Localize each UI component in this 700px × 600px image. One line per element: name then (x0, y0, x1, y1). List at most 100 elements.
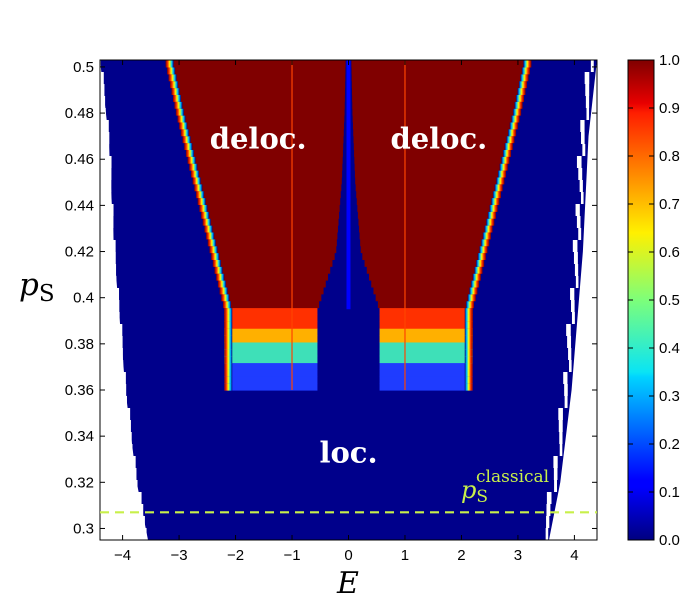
deloc-edge (204, 225, 213, 233)
deloc-strip (196, 190, 341, 199)
deloc-strip (351, 66, 530, 75)
y-axis-ticks: 0.3 0.32 0.34 0.36 0.38 0.4 0.42 0.44 0.46 0.48 0.… (65, 59, 597, 537)
colorbar-tick-label: 0.9 (659, 100, 680, 117)
deloc-edge (224, 335, 233, 343)
x-tick-label: 0 (344, 547, 352, 564)
edge-gap (104, 120, 109, 132)
deloc-strip (224, 369, 318, 377)
deloc-edge (194, 183, 203, 192)
edge-gap (115, 300, 120, 312)
edge-gap (122, 384, 127, 396)
deloc-strip (351, 73, 529, 82)
deloc-edge (219, 286, 228, 295)
deloc-edge (492, 190, 501, 199)
threshold-symbol: p (461, 476, 476, 504)
deloc-edge (487, 211, 496, 219)
edge-gap (584, 72, 590, 84)
deloc-strip (217, 280, 326, 288)
colorbar-tick-label: 0.7 (659, 196, 680, 213)
colorbar-tick-label: 1.0 (659, 52, 680, 69)
edge-gap (576, 156, 582, 168)
deloc-edge (222, 300, 231, 309)
edge-gap (113, 276, 117, 288)
edge-gap (108, 192, 112, 204)
deloc-strip (357, 204, 498, 212)
colorbar-tick-label: 0.0 (659, 532, 680, 549)
deloc-edge (509, 121, 518, 130)
colorbar-tick-label: 0.2 (659, 436, 680, 453)
edge-gap (575, 204, 580, 216)
deloc-edge (202, 218, 211, 226)
edge-gap (571, 300, 575, 312)
deloc-edge (192, 176, 201, 185)
deloc-strip (224, 383, 318, 391)
deloc-strip (362, 252, 486, 260)
deloc-edge (185, 149, 194, 157)
edge-gap (136, 492, 142, 504)
edge-gap (545, 528, 549, 540)
y-axis-subscript: S (39, 281, 55, 307)
edge-gap (114, 288, 120, 300)
edge-gap (108, 180, 112, 192)
deloc-strip (379, 376, 473, 384)
deloc-strip (191, 170, 343, 178)
y-tick-label: 0.5 (73, 59, 94, 76)
deloc-edge (496, 176, 505, 185)
deloc-edge (514, 101, 523, 109)
deloc-strip (373, 286, 478, 295)
deloc-strip (360, 238, 490, 247)
edge-gap (574, 264, 579, 276)
deloc-strip (353, 128, 517, 137)
deloc-strip (379, 307, 473, 315)
edge-gap (111, 240, 116, 252)
deloc-strip (224, 348, 318, 357)
edge-gap (116, 312, 120, 324)
deloc-strip (352, 101, 523, 109)
deloc-strip (356, 190, 501, 199)
deloc-edge (469, 286, 478, 295)
deloc-strip (359, 231, 491, 240)
deloc-strip (168, 73, 346, 82)
deloc-edge (482, 231, 491, 240)
deloc-edge (464, 348, 473, 357)
colorbar-tick-label: 0.8 (659, 148, 680, 165)
edge-gap (564, 396, 568, 408)
deloc-edge (199, 204, 208, 212)
edge-gap (585, 84, 590, 96)
x-axis-ticks: −4 −3 −2 −1 0 1 2 3 4 (114, 60, 579, 564)
deloc-strip (167, 66, 346, 75)
deloc-strip (357, 211, 496, 219)
colorbar-ticks: 0.0 0.1 0.2 0.3 0.4 0.5 0.6 0.7 0.8 0.9 1.0 (628, 52, 680, 549)
deloc-strip (175, 108, 345, 116)
deloc-strip (353, 142, 513, 150)
deloc-strip (379, 335, 473, 343)
deloc-strip (364, 259, 485, 267)
y-axis-symbol: p (19, 267, 39, 303)
deloc-edge (464, 314, 473, 322)
deloc-strip (354, 170, 506, 178)
heatmap-cells (100, 60, 597, 540)
edge-gap (559, 444, 563, 456)
deloc-strip (182, 135, 344, 144)
deloc-edge (477, 252, 486, 260)
deloc-strip (353, 135, 515, 144)
edge-gap (103, 108, 106, 120)
deloc-strip (379, 348, 473, 357)
deloc-strip (216, 273, 328, 281)
deloc-edge (224, 321, 233, 329)
region-label: deloc. (390, 121, 487, 155)
deloc-edge (508, 128, 517, 137)
edge-gap (554, 480, 557, 492)
y-tick-label: 0.48 (65, 105, 94, 122)
deloc-edge (479, 245, 488, 254)
deloc-edge (224, 383, 233, 391)
edge-gap (581, 132, 585, 144)
deloc-strip (202, 218, 339, 226)
x-tick-label: 2 (457, 547, 465, 564)
edge-gap (110, 228, 114, 240)
edge-gap (111, 252, 116, 264)
edge-gap (576, 216, 581, 228)
deloc-edge (476, 259, 485, 267)
x-tick-label: −1 (283, 547, 300, 564)
deloc-edge (466, 300, 475, 309)
